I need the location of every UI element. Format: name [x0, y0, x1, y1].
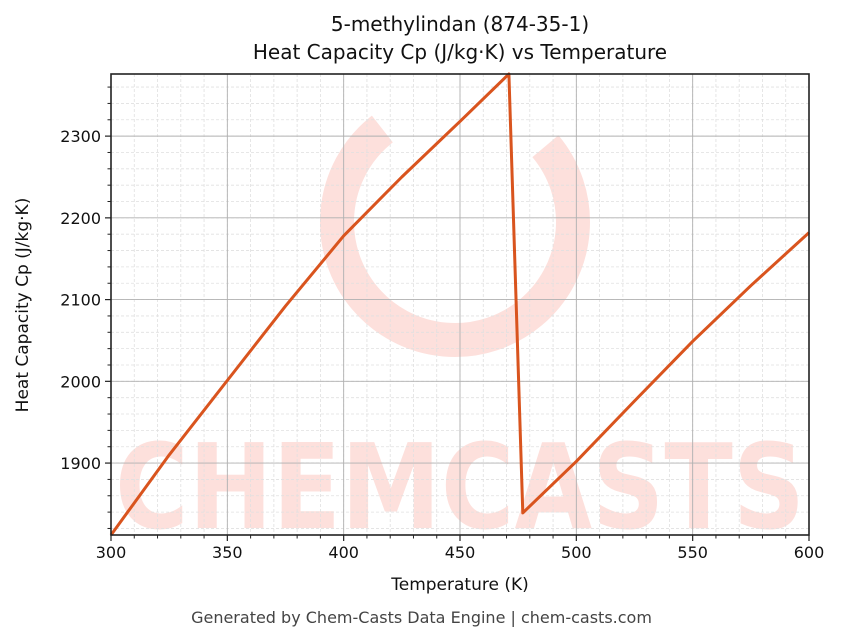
axis-ticks: 300 350 400 450 500 550 600 1900 2000 2100 2200 230… — [60, 86, 825, 562]
footer-credit: Generated by Chem-Casts Data Engine | ch… — [191, 608, 652, 627]
data-series — [109, 72, 811, 536]
svg-text:550: 550 — [677, 543, 708, 562]
svg-text:500: 500 — [561, 543, 592, 562]
svg-text:600: 600 — [794, 543, 825, 562]
svg-text:450: 450 — [445, 543, 476, 562]
svg-text:2300: 2300 — [60, 127, 101, 146]
x-axis-label: Temperature (K) — [391, 575, 529, 595]
chart-title-line2: Heat Capacity Cp (J/kg·K) vs Temperature — [252, 40, 668, 64]
svg-text:2200: 2200 — [60, 209, 101, 228]
svg-text:2100: 2100 — [60, 291, 101, 310]
svg-text:350: 350 — [212, 543, 243, 562]
chart-title-line1: 5-methylindan (874-35-1) — [330, 12, 590, 36]
svg-text:2000: 2000 — [60, 372, 101, 391]
svg-text:1900: 1900 — [60, 454, 101, 473]
y-axis-label: Heat Capacity Cp (J/kg·K) — [13, 197, 33, 413]
svg-text:300: 300 — [96, 543, 127, 562]
svg-text:400: 400 — [328, 543, 359, 562]
